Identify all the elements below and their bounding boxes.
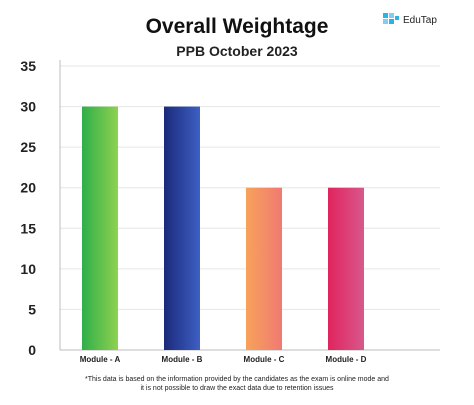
y-tick-label: 0 xyxy=(28,342,36,358)
edutap-logo-text: EduTap xyxy=(403,14,437,26)
bar-module-a xyxy=(82,106,118,350)
x-tick-label: Module - D xyxy=(326,355,367,364)
chart-subtitle: PPB October 2023 xyxy=(176,43,298,59)
x-tick-label: Module - B xyxy=(162,355,203,364)
footnote: *This data is based on the information p… xyxy=(40,375,434,393)
x-tick-label: Module - A xyxy=(80,355,121,364)
y-tick-label: 15 xyxy=(20,220,36,236)
footnote-line-1: *This data is based on the information p… xyxy=(85,376,389,383)
y-tick-label: 35 xyxy=(20,58,36,74)
y-tick-label: 30 xyxy=(20,99,36,115)
edutap-logo-icon xyxy=(383,13,399,24)
bar-module-b xyxy=(164,106,200,350)
y-tick-label: 25 xyxy=(20,139,36,155)
y-tick-labels: 0 5 10 15 20 25 30 35 xyxy=(20,58,36,358)
y-tick-label: 10 xyxy=(20,261,36,277)
y-tick-label: 5 xyxy=(28,301,36,317)
x-tick-label: Module - C xyxy=(244,355,285,364)
bar-module-d xyxy=(328,187,364,350)
bar-module-c xyxy=(246,187,282,350)
chart-title: Overall Weightage xyxy=(145,15,329,38)
bars xyxy=(82,106,364,350)
edutap-logo: EduTap xyxy=(382,12,437,28)
y-tick-label: 20 xyxy=(20,180,36,196)
x-tick-labels: Module - A Module - B Module - C Module - D xyxy=(80,355,367,364)
footnote-line-2: it is not possible to draw the exact dat… xyxy=(140,385,334,392)
